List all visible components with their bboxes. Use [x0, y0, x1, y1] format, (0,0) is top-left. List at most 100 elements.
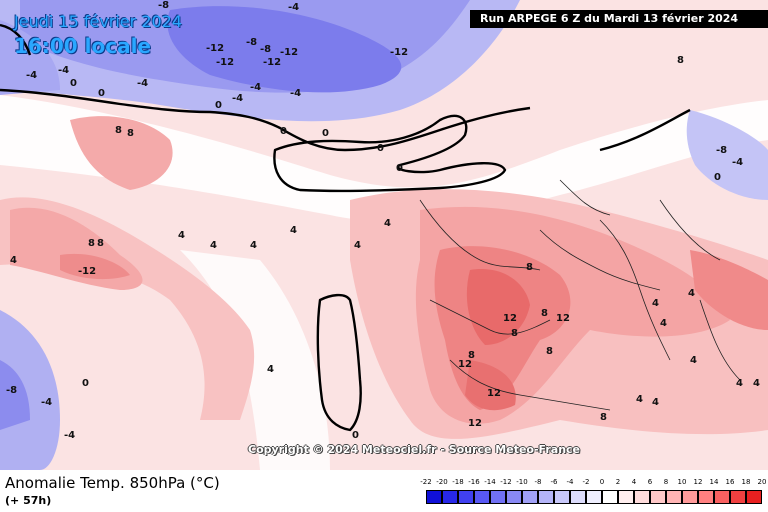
legend-tick-label: -4	[566, 478, 574, 486]
contour-label: 8	[468, 350, 475, 361]
contour-label: -4	[137, 78, 149, 89]
legend-color-swatch	[490, 490, 506, 504]
contour-label: 4	[178, 230, 185, 241]
anomaly-field	[0, 0, 768, 470]
contour-label: 0	[377, 143, 384, 154]
legend-tick-label: -12	[500, 478, 512, 486]
contour-label: -8	[246, 37, 258, 48]
contour-label: 4	[636, 394, 643, 405]
contour-label: -4	[58, 65, 70, 76]
contour-label: -4	[232, 93, 244, 104]
contour-label: -8	[716, 145, 728, 156]
contour-label: 8	[541, 308, 548, 319]
legend-color-swatch	[698, 490, 714, 504]
contour-label: 12	[556, 313, 570, 324]
contour-label: -8	[6, 385, 18, 396]
contour-label: -4	[290, 88, 302, 99]
forecast-date-title: Jeudi 15 février 2024	[14, 12, 183, 31]
legend-tick-label: 6	[647, 478, 653, 486]
contour-label: -4	[250, 82, 262, 93]
legend-tick-label: -18	[452, 478, 464, 486]
legend-tick-label: 20	[757, 478, 767, 486]
legend-color-swatch	[682, 490, 698, 504]
contour-label: 8	[115, 125, 122, 136]
contour-label: 0	[714, 172, 721, 183]
legend-tick-label: -8	[534, 478, 542, 486]
contour-label: 0	[70, 78, 77, 89]
weather-map: -8 -8 -8 -12 -12 -12 -12 -12 -4 -4 -4 -4…	[0, 0, 768, 470]
legend-color-swatch	[730, 490, 746, 504]
legend-color-swatch	[538, 490, 554, 504]
contour-label: 4	[250, 240, 257, 251]
contour-label: 8	[511, 328, 518, 339]
legend-color-swatch	[506, 490, 522, 504]
contour-label: 12	[503, 313, 517, 324]
legend-color-swatch	[442, 490, 458, 504]
legend-tick-label: -16	[468, 478, 480, 486]
contour-label: 12	[487, 388, 501, 399]
contour-label: 4	[210, 240, 217, 251]
forecast-time-title: 16:00 locale	[14, 34, 151, 58]
contour-label: -4	[732, 157, 744, 168]
legend-tick-label: 16	[725, 478, 735, 486]
contour-label: 4	[10, 255, 17, 266]
contour-label: -12	[216, 57, 235, 68]
legend-tick-label: -6	[550, 478, 558, 486]
contour-label: -8	[260, 44, 272, 55]
legend-color-swatch	[634, 490, 650, 504]
legend-tick-label: 14	[709, 478, 719, 486]
lead-time: (+ 57h)	[5, 494, 52, 507]
legend-tick-label: 8	[663, 478, 669, 486]
model-run-banner: Run ARPEGE 6 Z du Mardi 13 février 2024	[470, 10, 768, 28]
contour-label: 0	[322, 128, 329, 139]
legend-color-swatch	[458, 490, 474, 504]
legend-color-swatch	[666, 490, 682, 504]
legend-color-swatch	[650, 490, 666, 504]
legend-color-swatch	[522, 490, 538, 504]
map-footer: Anomalie Temp. 850hPa (°C) (+ 57h) -22 -2…	[0, 470, 768, 512]
legend-tick-label: 12	[693, 478, 703, 486]
contour-label: -12	[78, 266, 97, 277]
copyright-watermark: Copyright © 2024 Meteociel.fr - Source M…	[248, 443, 581, 456]
contour-label: 4	[688, 288, 695, 299]
contour-label: 8	[127, 128, 134, 139]
contour-label: 8	[97, 238, 104, 249]
legend-color-swatch	[746, 490, 762, 504]
contour-label: 0	[280, 126, 287, 137]
legend-color-swatch	[426, 490, 442, 504]
legend-tick-label: 4	[631, 478, 637, 486]
legend-color-swatch	[586, 490, 602, 504]
contour-label: -12	[280, 47, 299, 58]
legend-tick-label: -2	[582, 478, 590, 486]
contour-label: 12	[468, 418, 482, 429]
contour-label: 0	[82, 378, 89, 389]
contour-label: 4	[690, 355, 697, 366]
legend-color-swatch	[474, 490, 490, 504]
legend-tick-label: -10	[516, 478, 528, 486]
contour-label: -4	[64, 430, 76, 441]
contour-label: 8	[677, 55, 684, 66]
contour-label: 4	[652, 298, 659, 309]
contour-label: 8	[546, 346, 553, 357]
contour-label: 4	[660, 318, 667, 329]
color-scale-legend: -22 -20 -18 -16 -14 -12 -10 -8 -6 -4 -2 0 2 4 6 8 10 12 14…	[418, 478, 766, 508]
contour-label: 4	[290, 225, 297, 236]
legend-tick-label: 10	[677, 478, 687, 486]
contour-label: 0	[352, 430, 359, 441]
contour-label: 8	[88, 238, 95, 249]
contour-label: 12	[458, 359, 472, 370]
contour-label: 4	[736, 378, 743, 389]
contour-label: 4	[267, 364, 274, 375]
contour-label: -4	[41, 397, 53, 408]
legend-color-swatch	[618, 490, 634, 504]
legend-color-swatch	[714, 490, 730, 504]
contour-label: -12	[263, 57, 282, 68]
contour-label: -8	[158, 0, 170, 11]
legend-tick-label: 0	[599, 478, 605, 486]
contour-label: 0	[396, 163, 403, 174]
legend-tick-label: -20	[436, 478, 448, 486]
contour-label: 4	[753, 378, 760, 389]
legend-tick-label: -22	[420, 478, 432, 486]
contour-label: -12	[206, 43, 225, 54]
contour-label: 8	[600, 412, 607, 423]
